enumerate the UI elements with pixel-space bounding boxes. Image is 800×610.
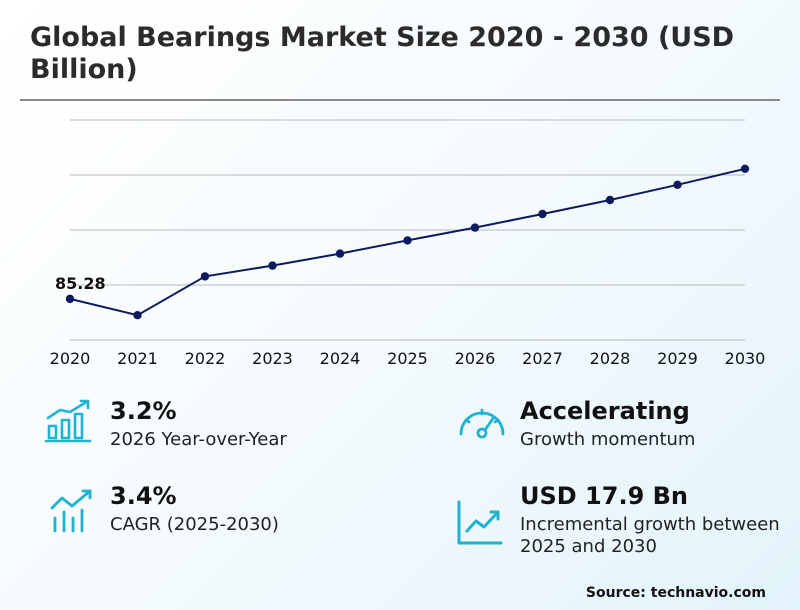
x-tick-label: 2024 (320, 349, 361, 368)
data-point (605, 195, 615, 205)
stat-incremental-desc: Incremental growth between 2025 and 2030 (520, 514, 780, 557)
x-tick-label: 2029 (657, 349, 698, 368)
stat-incremental: USD 17.9 Bn Incremental growth between 2… (520, 482, 780, 558)
chart-title: Global Bearings Market Size 2020 - 2030 … (30, 22, 735, 85)
data-point (470, 223, 480, 232)
data-point (740, 164, 750, 173)
data-point (268, 261, 277, 270)
title-divider (20, 99, 780, 101)
gauge-icon (459, 408, 505, 439)
stat-cagr: 3.4% CAGR (2025-2030) (110, 482, 279, 536)
data-point (335, 249, 345, 258)
stat-yoy-desc: 2026 Year-over-Year (110, 429, 287, 450)
x-tick-label: 2021 (117, 349, 158, 368)
data-point (538, 209, 547, 219)
stat-yoy-value: 3.2% (110, 397, 177, 425)
stat-momentum-value: Accelerating (520, 397, 690, 425)
data-point (133, 311, 142, 320)
data-point (673, 180, 682, 189)
x-tick-label: 2025 (387, 349, 428, 368)
stat-cagr-value: 3.4% (110, 482, 177, 510)
x-tick-label: 2030 (725, 349, 766, 368)
source-note: Source: technavio.com (585, 585, 766, 601)
stat-momentum: Accelerating Growth momentum (520, 397, 695, 451)
data-label: 85.28 (55, 274, 106, 293)
x-tick-label: 2027 (522, 349, 563, 368)
x-tick-label: 2020 (50, 349, 91, 368)
x-tick-label: 2028 (590, 349, 631, 368)
line-chart: 2020 2021 2022 2023 2024 2025 2026 2027 2028 2029… (50, 119, 766, 368)
stat-cagr-desc: CAGR (2025-2030) (110, 514, 279, 535)
x-tick-label: 2026 (455, 349, 496, 368)
stat-incremental-value: USD 17.9 Bn (520, 482, 688, 510)
bar-chart-up-icon (44, 399, 92, 443)
data-point (403, 236, 412, 245)
x-tick-label: 2023 (252, 349, 293, 368)
data-point (200, 272, 210, 281)
stat-yoy: 3.2% 2026 Year-over-Year (110, 397, 287, 451)
stat-momentum-desc: Growth momentum (520, 429, 696, 450)
x-tick-label: 2022 (185, 349, 226, 368)
line-chart-up-icon (457, 500, 503, 545)
data-point (65, 294, 75, 304)
trend-up-bars-icon (50, 489, 92, 533)
